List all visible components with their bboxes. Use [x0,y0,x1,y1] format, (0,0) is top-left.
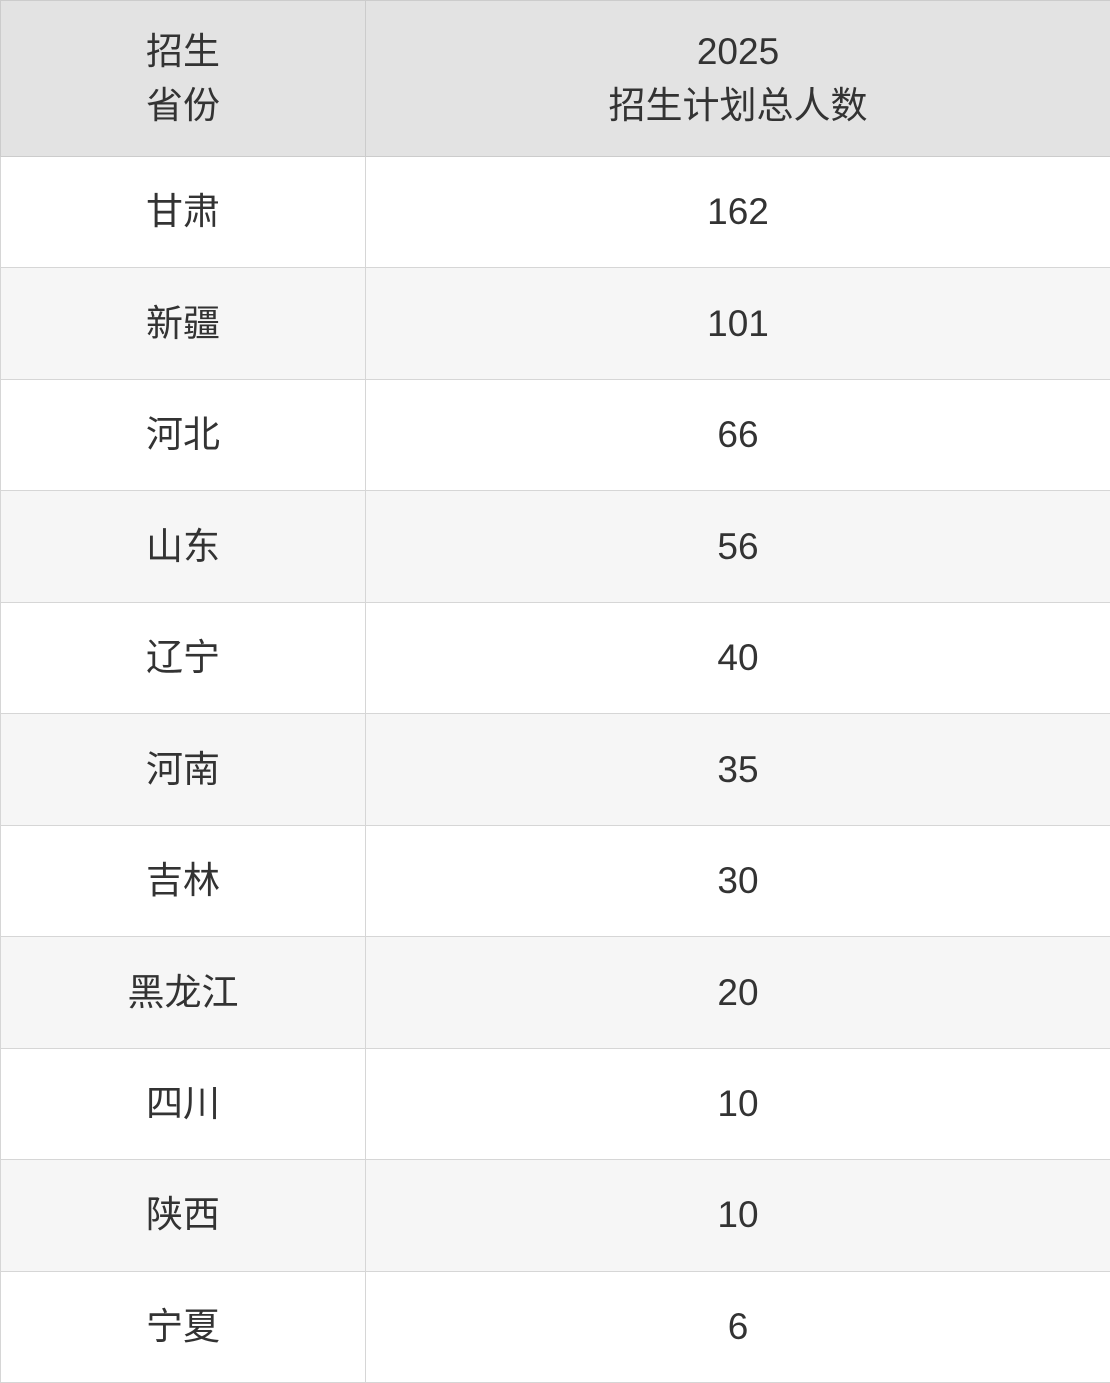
table-row: 陕西 10 [0,1159,1110,1272]
province-cell: 吉林 [0,824,366,938]
header-province-line1: 招生 [146,30,220,72]
header-plan-label: 招生计划总人数 [608,84,868,126]
table-row: 甘肃 162 [0,155,1110,269]
table-row: 四川 10 [0,1047,1110,1161]
header-province-line2: 省份 [146,84,220,126]
count-cell: 162 [365,155,1110,269]
table-row: 黑龙江 20 [0,936,1110,1049]
table-row: 吉林 30 [0,824,1110,938]
count-cell: 66 [365,378,1110,492]
province-cell: 宁夏 [0,1270,366,1383]
province-cell: 河南 [0,713,366,826]
table-row: 辽宁 40 [0,601,1110,715]
header-row: 招生 省份 2025 招生计划总人数 [0,0,1110,157]
province-cell: 黑龙江 [0,936,366,1049]
table-row: 河南 35 [0,713,1110,826]
table-row: 宁夏 6 [0,1270,1110,1383]
province-cell: 甘肃 [0,155,366,269]
count-cell: 6 [365,1270,1110,1383]
count-cell: 30 [365,824,1110,938]
count-cell: 101 [365,267,1110,380]
province-cell: 河北 [0,378,366,492]
header-plan-count: 2025 招生计划总人数 [365,0,1110,157]
province-cell: 四川 [0,1047,366,1161]
header-province: 招生 省份 [0,0,366,157]
count-cell: 20 [365,936,1110,1049]
province-cell: 新疆 [0,267,366,380]
count-cell: 35 [365,713,1110,826]
count-cell: 10 [365,1159,1110,1272]
province-cell: 陕西 [0,1159,366,1272]
table-row: 河北 66 [0,378,1110,492]
header-plan-year: 2025 [696,30,780,72]
table-row: 山东 56 [0,490,1110,603]
table-row: 新疆 101 [0,267,1110,380]
count-cell: 10 [365,1047,1110,1161]
province-cell: 辽宁 [0,601,366,715]
province-cell: 山东 [0,490,366,603]
count-cell: 56 [365,490,1110,603]
count-cell: 40 [365,601,1110,715]
